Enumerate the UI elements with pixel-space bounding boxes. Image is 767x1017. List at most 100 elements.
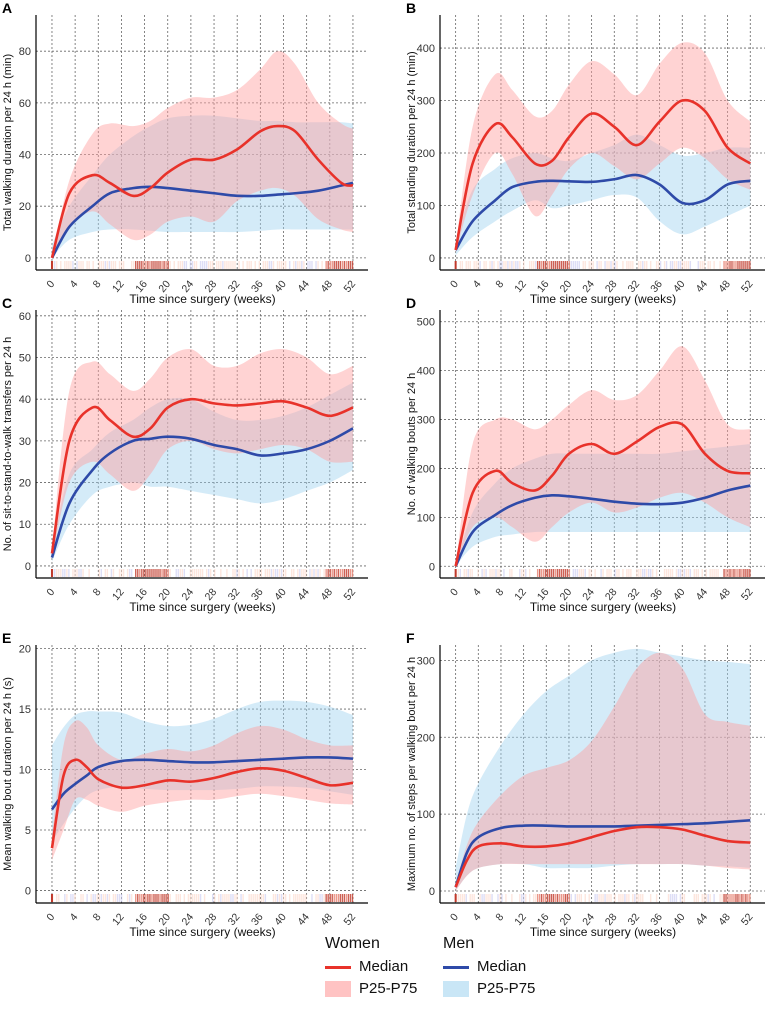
rug-mark [341, 569, 344, 577]
rug-mark [538, 569, 541, 577]
rug-mark [315, 894, 317, 902]
rug-mark [58, 569, 60, 577]
rug-mark [329, 569, 331, 577]
rug-mark [151, 894, 153, 902]
rug-mark [497, 894, 499, 902]
rug-mark [507, 261, 509, 269]
x-tick-label: 12 [512, 278, 529, 295]
rug-mark [536, 894, 539, 902]
rug-mark [165, 894, 167, 902]
rug-mark [220, 894, 222, 902]
rug-mark [246, 569, 248, 577]
rug-mark [66, 261, 68, 269]
rug-mark [501, 261, 503, 269]
rug-mark [155, 894, 157, 902]
rug-mark [323, 894, 325, 902]
rug-mark [212, 894, 214, 902]
rug-mark [199, 261, 202, 269]
rug-mark [602, 569, 604, 577]
rug-mark [214, 569, 216, 577]
rug-mark [707, 894, 709, 902]
rug-mark [733, 261, 735, 269]
rug-mark [66, 894, 68, 902]
rug-mark [189, 261, 192, 269]
rug-mark [523, 894, 525, 902]
rug-mark [600, 894, 602, 902]
rug-mark [175, 569, 177, 577]
rug-mark [72, 261, 74, 269]
rug-mark [729, 569, 731, 577]
rug-mark [614, 569, 616, 577]
y-tick-label: 20 [19, 201, 31, 213]
x-tick-label: 0 [448, 278, 461, 290]
x-tick-label: 44 [694, 278, 711, 295]
rug-mark [693, 569, 696, 577]
y-tick-label: 100 [417, 200, 435, 212]
rug-mark [74, 894, 76, 902]
rug-mark [566, 894, 569, 902]
panel-letter: A [2, 0, 12, 16]
women-median-swatch [325, 965, 351, 969]
rug-mark [489, 569, 491, 577]
rug-mark [199, 894, 202, 902]
rug-mark [667, 894, 670, 902]
rug-mark [552, 894, 555, 902]
rug-mark [715, 569, 717, 577]
rug-mark [189, 894, 192, 902]
rug-mark [465, 894, 467, 902]
rug-mark [282, 894, 285, 902]
rug-mark [321, 261, 323, 269]
rug-mark [530, 261, 533, 269]
rug-mark [167, 894, 169, 902]
rug-mark [459, 569, 462, 577]
rug-mark [622, 569, 624, 577]
rug-mark [272, 261, 275, 269]
rug-mark [228, 261, 230, 269]
rug-mark [268, 261, 271, 269]
rug-mark [463, 569, 465, 577]
rug-mark [98, 569, 100, 577]
rug-mark [713, 261, 715, 269]
rug-mark [333, 569, 335, 577]
rug-mark [669, 894, 672, 902]
rug-mark [70, 261, 72, 269]
rug-mark [638, 894, 640, 902]
rug-mark [141, 569, 143, 577]
rug-mark [542, 894, 545, 902]
rug-mark [548, 261, 551, 269]
rug-mark [511, 569, 513, 577]
rug-mark [475, 261, 477, 269]
men-p25-p75-band [455, 444, 751, 567]
rug-mark [92, 261, 94, 269]
rug-mark [529, 894, 531, 902]
rug-mark [505, 894, 507, 902]
y-tick-label: 40 [19, 394, 31, 406]
rug-mark [169, 569, 171, 577]
rug-mark [321, 894, 323, 902]
rug-mark [90, 894, 92, 902]
rug-mark [481, 894, 483, 902]
rug-mark [108, 894, 111, 902]
rug-mark [232, 569, 234, 577]
rug-mark [118, 261, 121, 269]
x-tick-label: 44 [694, 586, 711, 603]
rug-mark [114, 894, 117, 902]
rug-mark [153, 894, 155, 902]
rug-mark [333, 894, 335, 902]
rug-mark [566, 569, 569, 577]
rug-mark [331, 261, 333, 269]
rug-mark [745, 261, 747, 269]
rug-mark [325, 894, 327, 902]
rug-mark [110, 569, 113, 577]
rug-mark [181, 261, 184, 269]
rug-mark [644, 569, 646, 577]
rug-mark [187, 894, 190, 902]
rug-mark [628, 894, 630, 902]
rug-mark [665, 569, 668, 577]
rug-mark [461, 261, 463, 269]
rug-mark [600, 569, 602, 577]
rug-mark [606, 894, 608, 902]
rug-mark [224, 894, 226, 902]
rug-mark [495, 569, 497, 577]
